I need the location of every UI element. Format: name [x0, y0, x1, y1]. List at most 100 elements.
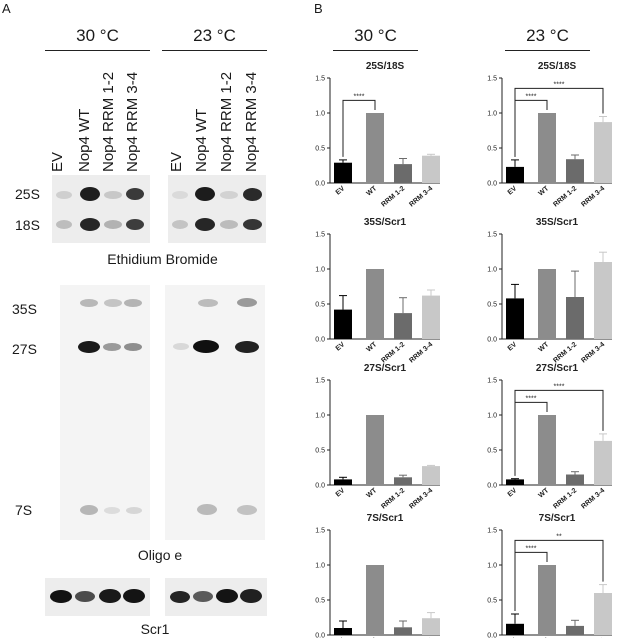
chart3-title: 35S/Scr1 — [364, 217, 407, 228]
chart6-y-tick-label: 1.5 — [487, 378, 497, 385]
chart7-bar-2 — [366, 565, 384, 635]
chart2-y-tick-label: 0.0 — [487, 181, 497, 188]
chart8-y-tick-label: 0.5 — [487, 598, 497, 605]
chart2-title: 25S/18S — [538, 61, 577, 72]
chart4-y-tick-label: 1.0 — [487, 267, 497, 274]
scr1-caption: Scr1 — [140, 621, 170, 637]
row-label-25s: 25S — [15, 186, 40, 202]
chart2-x-tick-label: WT — [537, 185, 550, 198]
chart8-bar-4 — [594, 593, 612, 635]
chart3-x-tick-label: RRM 1-2 — [380, 341, 406, 364]
chart6-title: 27S/Scr1 — [536, 363, 579, 374]
row-label-18s: 18S — [15, 217, 40, 233]
row-label-7s: 7S — [15, 502, 33, 518]
chart8-bar-1 — [506, 623, 524, 635]
chart4-bar-1 — [506, 298, 524, 339]
chart4-y-tick-label: 0.5 — [487, 302, 497, 309]
chart1-bar-4 — [422, 155, 440, 183]
chart6-x-tick-label: RRM 1-2 — [552, 487, 578, 510]
chart8-significance-bracket — [514, 539, 604, 611]
chart7-bar-3 — [394, 627, 412, 635]
chart3-bar-1 — [334, 309, 352, 339]
row-label-27s: 27S — [12, 341, 37, 357]
chart4-x-tick-label: RRM 3-4 — [580, 341, 606, 364]
chart8-x-tick-label: WT — [537, 637, 550, 638]
chart1-significance-bracket — [342, 99, 376, 157]
panel-a-letter: A — [2, 1, 11, 16]
chart3-x-tick-label: RRM 3-4 — [408, 341, 434, 364]
chart7-y-tick-label: 0.0 — [315, 633, 325, 638]
chart5-y-tick-label: 1.0 — [315, 413, 325, 420]
chart7-x-tick-label: EV — [335, 637, 347, 638]
chart4-x-tick-label: RRM 1-2 — [552, 341, 578, 364]
chart7-y-tick-label: 0.5 — [315, 598, 325, 605]
chart5-bar-2 — [366, 415, 384, 485]
chart8-significance-label: ** — [556, 533, 562, 540]
chart4-bar-4 — [594, 262, 612, 339]
chart2-bar-2 — [538, 113, 556, 183]
chart7-y-tick-label: 1.5 — [315, 528, 325, 535]
chart3-y-tick-label: 1.0 — [315, 267, 325, 274]
chart7-bar-1 — [334, 628, 352, 635]
northern-blot-30 — [60, 285, 150, 540]
chart8-bar-2 — [538, 565, 556, 635]
chart7-y-tick-label: 1.0 — [315, 563, 325, 570]
chart1-title: 25S/18S — [366, 61, 405, 72]
chart3-y-tick-label: 0.0 — [315, 337, 325, 344]
chart2-significance-label: **** — [526, 93, 537, 100]
chart5-title: 27S/Scr1 — [364, 363, 407, 374]
chart1-y-tick-label: 0.0 — [315, 181, 325, 188]
chart4-title: 35S/Scr1 — [536, 217, 579, 228]
chart4-y-tick-label: 1.5 — [487, 232, 497, 239]
chart1-bar-2 — [366, 113, 384, 183]
chart3-bar-3 — [394, 313, 412, 339]
chart1-x-tick-label: RRM 3-4 — [408, 185, 434, 208]
chart1-x-tick-label: EV — [335, 185, 347, 197]
chart4-y-tick-label: 0.0 — [487, 337, 497, 344]
temp-30-underline-a — [45, 50, 150, 51]
temp-23-underline-b — [505, 50, 590, 51]
chart6-bar-1 — [506, 479, 524, 485]
northern-caption: Oligo e — [137, 547, 183, 563]
chart6-bar-4 — [594, 440, 612, 485]
chart5-bar-3 — [394, 477, 412, 485]
chart8-bar-3 — [566, 625, 584, 635]
chart5-x-tick-label: RRM 3-4 — [408, 487, 434, 510]
chart6-x-tick-label: EV — [507, 487, 519, 499]
chart5-y-tick-label: 1.5 — [315, 378, 325, 385]
chart8-y-tick-label: 1.5 — [487, 528, 497, 535]
chart1-x-tick-label: RRM 1-2 — [380, 185, 406, 208]
chart5-y-tick-label: 0.5 — [315, 448, 325, 455]
chart5-x-tick-label: WT — [365, 487, 378, 500]
chart2-bar-3 — [566, 159, 584, 183]
chart1-significance-label: **** — [354, 93, 365, 100]
chart7-title: 7S/Scr1 — [367, 513, 404, 524]
chart7-bar-4 — [422, 618, 440, 635]
chart6-significance-label: **** — [526, 395, 537, 402]
chart6-y-tick-label: 1.0 — [487, 413, 497, 420]
row-label-35s: 35S — [12, 301, 37, 317]
chart3-y-tick-label: 1.5 — [315, 232, 325, 239]
chart1-y-tick-label: 1.0 — [315, 111, 325, 118]
chart1-bar-3 — [394, 164, 412, 183]
chart4-bar-3 — [566, 297, 584, 339]
chart1-y-tick-label: 0.5 — [315, 146, 325, 153]
chart8-x-tick-label: EV — [507, 637, 519, 638]
chart4-bar-2 — [538, 269, 556, 339]
chart2-y-tick-label: 1.5 — [487, 76, 497, 83]
northern-blot-23 — [165, 285, 265, 540]
chart2-significance-label: **** — [554, 81, 565, 88]
chart6-x-tick-label: WT — [537, 487, 550, 500]
temp-23-title-b: 23 °C — [526, 26, 569, 45]
chart7-x-tick-label: WT — [365, 637, 378, 638]
temp-23-underline-a — [162, 50, 267, 51]
chart3-bar-2 — [366, 269, 384, 339]
chart6-bar-2 — [538, 415, 556, 485]
chart6-significance-label: **** — [554, 383, 565, 390]
chart2-bar-1 — [506, 166, 524, 183]
scr1-blot-23 — [165, 578, 267, 616]
chart2-bar-4 — [594, 122, 612, 183]
temp-30-title-b: 30 °C — [354, 26, 397, 45]
chart6-bar-3 — [566, 474, 584, 485]
